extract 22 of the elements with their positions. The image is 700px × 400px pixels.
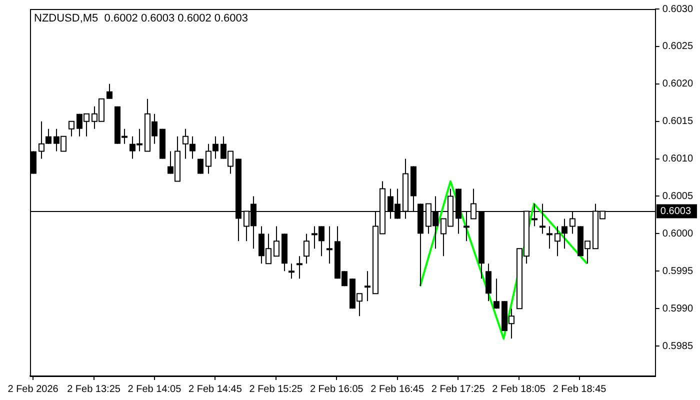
y-tick-label: 0.6025 bbox=[662, 41, 694, 52]
x-tick-label: 2 Feb 13:25 bbox=[67, 384, 121, 395]
y-tick-label: 0.5990 bbox=[662, 303, 694, 314]
chart-title: NZDUSD,M5 0.6002 0.6003 0.6002 0.6003 bbox=[34, 12, 248, 25]
y-tick-label: 0.6030 bbox=[662, 4, 694, 15]
y-tick-label: 0.6005 bbox=[662, 190, 694, 202]
y-tick-label: 0.5995 bbox=[662, 266, 694, 277]
y-tick-label: 0.5985 bbox=[662, 340, 694, 352]
ref-line-label: 0.6003 bbox=[660, 206, 692, 217]
y-tick-label: 0.6010 bbox=[662, 154, 694, 165]
x-tick-label: 2 Feb 16:45 bbox=[370, 384, 424, 395]
x-tick-label: 2 Feb 17:25 bbox=[431, 384, 486, 395]
x-tick-label: 2 Feb 18:45 bbox=[552, 384, 607, 395]
x-tick-label: 2 Feb 15:25 bbox=[249, 384, 304, 395]
y-tick-label: 0.6020 bbox=[662, 78, 694, 90]
x-tick-label: 2 Feb 14:05 bbox=[128, 384, 182, 395]
x-tick-label: 2 Feb 16:05 bbox=[310, 384, 364, 395]
x-tick-label: 2 Feb 2026 bbox=[8, 384, 59, 395]
y-tick-label: 0.6000 bbox=[662, 228, 694, 240]
y-tick-label: 0.6015 bbox=[662, 116, 694, 128]
x-tick-label: 2 Feb 14:45 bbox=[188, 384, 242, 395]
x-tick-label: 2 Feb 18:05 bbox=[492, 384, 546, 395]
